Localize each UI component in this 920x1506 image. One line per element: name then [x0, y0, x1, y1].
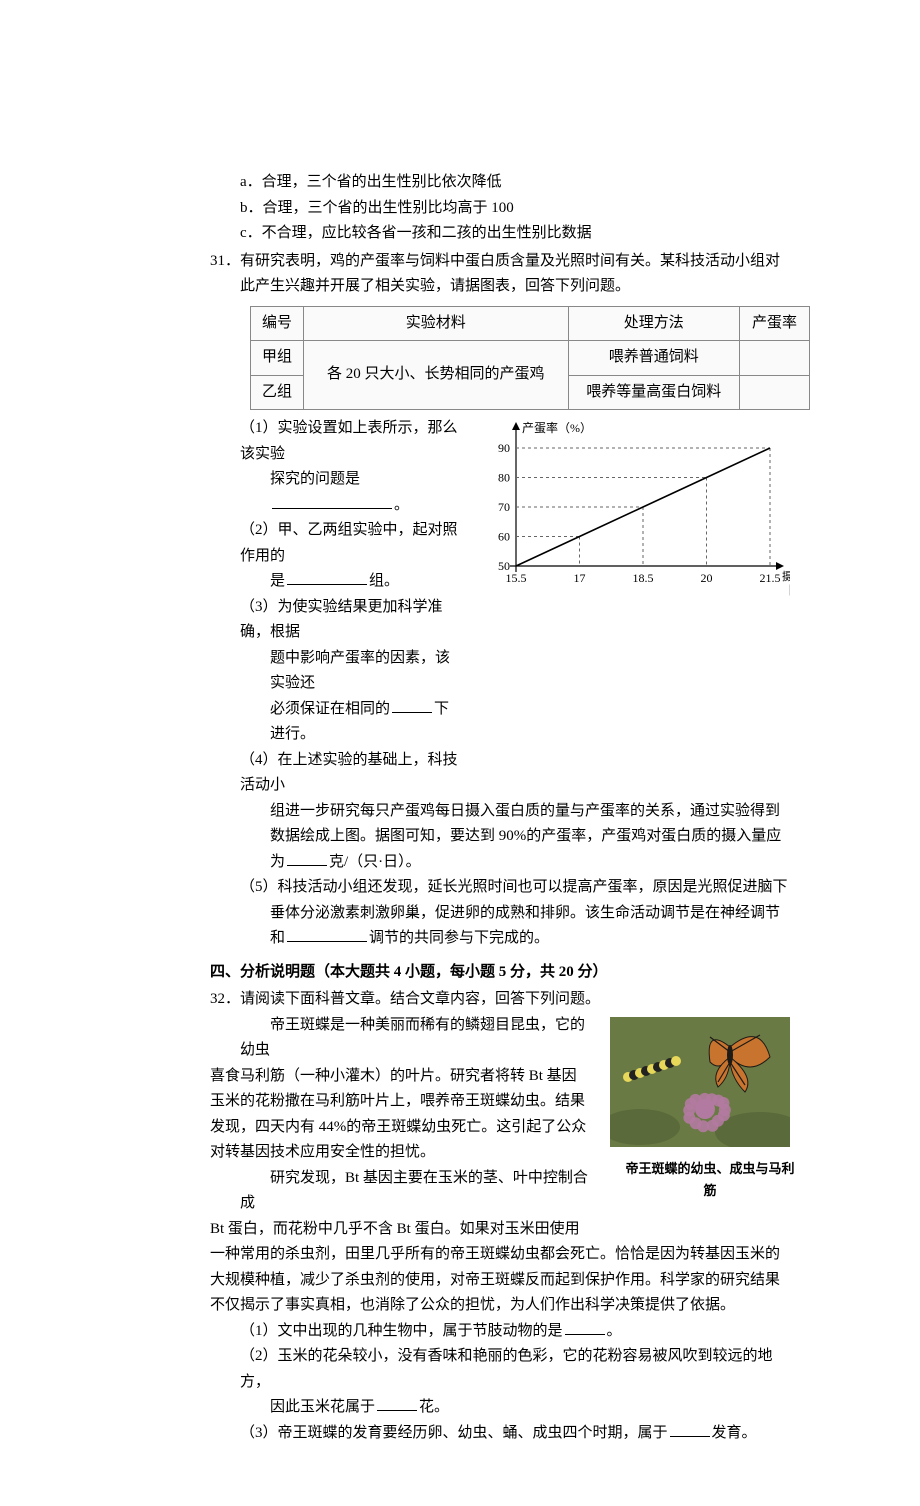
svg-text:70: 70 — [498, 500, 510, 514]
blank-question — [272, 494, 392, 509]
q31-s2-l2-pre: 是 — [270, 573, 285, 589]
q31-s1-l2: 探究的问题是。 — [210, 467, 460, 518]
q31-s4-l1: （4）在上述实验的基础上，科技活动小 — [210, 748, 460, 799]
svg-text:［克/（只·日）］: ［克/（只·日）］ — [782, 584, 790, 597]
q31-chart-col: 产蛋率（%）506070809015.51718.52021.5摄入蛋白质的量［… — [470, 416, 800, 799]
q31-s1-l2-post: 。 — [394, 497, 409, 513]
q31-s5-l1: （5）科技活动小组还发现，延长光照时间也可以提高产蛋率，原因是光照促进脑下 — [210, 875, 800, 901]
q30-option-a: a．合理，三个省的出生性别比依次降低 — [210, 170, 800, 196]
q32-p2-l2: Bt 蛋白，而花粉中几乎不含 Bt 蛋白。如果对玉米田使用 — [210, 1217, 800, 1243]
svg-text:80: 80 — [498, 471, 510, 485]
svg-text:18.5: 18.5 — [633, 571, 654, 585]
section4-heading: 四、分析说明题（本大题共 4 小题，每小题 5 分，共 20 分） — [210, 960, 800, 986]
svg-text:21.5: 21.5 — [760, 571, 781, 585]
q31-s2-l2: 是 组。 — [210, 569, 460, 595]
q31-stem-l1: 有研究表明，鸡的产蛋率与饲料中蛋白质含量及光照时间有关。某科技活动小组对 — [240, 253, 780, 269]
th-method: 处理方法 — [568, 306, 739, 341]
q32-lead-text: 请阅读下面科普文章。结合文章内容，回答下列问题。 — [240, 991, 600, 1007]
q31-table-wrap: 编号 实验材料 处理方法 产蛋率 甲组 各 20 只大小、长势相同的产蛋鸡 喂养… — [210, 306, 800, 411]
q31-stem-l2: 此产生兴趣并开展了相关实验，请据图表，回答下列问题。 — [210, 274, 800, 300]
q31: 31．有研究表明，鸡的产蛋率与饲料中蛋白质含量及光照时间有关。某科技活动小组对 … — [210, 249, 800, 952]
page-root: a．合理，三个省的出生性别比依次降低 b．合理，三个省的出生性别比均高于 100… — [0, 0, 920, 1506]
q30-option-b: b．合理，三个省的出生性别比均高于 100 — [210, 196, 800, 222]
svg-text:90: 90 — [498, 441, 510, 455]
blank-regulation — [287, 928, 367, 943]
q30-option-c: c．不合理，应比较各省一孩和二孩的出生性别比数据 — [210, 221, 800, 247]
q32-s3: （3）帝王斑蝶的发育要经历卵、幼虫、蛹、成虫四个时期，属于 发育。 — [210, 1421, 800, 1447]
q32-s3-post: 发育。 — [712, 1425, 757, 1441]
q32-s1-pre: （1）文中出现的几种生物中，属于节肢动物的是 — [240, 1323, 563, 1339]
q32-p2-l5: 不仅揭示了事实真相，也消除了公众的担忧，为人们作出科学决策提供了依据。 — [210, 1293, 800, 1319]
q31-left: （1）实验设置如上表所示，那么该实验 探究的问题是。 （2）甲、乙两组实验中，起… — [210, 416, 460, 799]
q32-s2-l2: 因此玉米花属于 花。 — [210, 1395, 800, 1421]
q32-lead: 32．请阅读下面科普文章。结合文章内容，回答下列问题。 — [210, 987, 800, 1013]
svg-text:产蛋率（%）: 产蛋率（%） — [522, 420, 592, 435]
blank-flower — [377, 1397, 417, 1412]
q31-chart: 产蛋率（%）506070809015.51718.52021.5摄入蛋白质的量［… — [470, 416, 790, 606]
svg-text:摄入蛋白质的量: 摄入蛋白质的量 — [782, 569, 790, 583]
q32-photo-caption: 帝王斑蝶的幼虫、成虫与马利筋 — [620, 1158, 800, 1202]
q32: 32．请阅读下面科普文章。结合文章内容，回答下列问题。 帝王斑蝶的幼虫、成虫与马… — [210, 987, 800, 1446]
q31-s3-l3-pre: 必须保证在相同的 — [270, 701, 390, 717]
th-id: 编号 — [251, 306, 304, 341]
q32-s2-l2-post: 花。 — [419, 1399, 449, 1415]
q31-s4-l3: 数据绘成上图。据图可知，要达到 90%的产蛋率，产蛋鸡对蛋白质的摄入量应 — [210, 824, 800, 850]
table-header-row: 编号 实验材料 处理方法 产蛋率 — [251, 306, 810, 341]
cell-id-2: 乙组 — [251, 375, 304, 410]
q32-photo — [610, 1017, 790, 1147]
cell-material: 各 20 只大小、长势相同的产蛋鸡 — [304, 341, 569, 410]
cell-method-1: 喂养普通饲料 — [568, 341, 739, 376]
q32-s3-pre: （3）帝王斑蝶的发育要经历卵、幼虫、蛹、成虫四个时期，属于 — [240, 1425, 668, 1441]
q32-s2-l2-pre: 因此玉米花属于 — [270, 1399, 375, 1415]
q31-s3-l3: 必须保证在相同的下进行。 — [210, 697, 460, 748]
blank-group — [287, 571, 367, 586]
q32-num: 32． — [210, 991, 240, 1007]
svg-text:15.5: 15.5 — [506, 571, 527, 585]
svg-text:20: 20 — [701, 571, 713, 585]
q31-s1-l2-pre: 探究的问题是 — [270, 471, 360, 487]
svg-text:60: 60 — [498, 530, 510, 544]
q32-s1: （1）文中出现的几种生物中，属于节肢动物的是 。 — [210, 1319, 800, 1345]
q31-s2-l1: （2）甲、乙两组实验中，起对照作用的 — [210, 518, 460, 569]
q31-s5-l2: 垂体分泌激素刺激卵巢，促进卵的成熟和排卵。该生命活动调节是在神经调节 — [210, 901, 800, 927]
blank-development — [670, 1422, 710, 1437]
th-material: 实验材料 — [304, 306, 569, 341]
q31-stem: 31．有研究表明，鸡的产蛋率与饲料中蛋白质含量及光照时间有关。某科技活动小组对 — [210, 249, 800, 275]
q31-num: 31． — [210, 253, 240, 269]
q31-s5-l3-pre: 和 — [270, 930, 285, 946]
q31-s3-l1: （3）为使实验结果更加科学准确，根据 — [210, 595, 460, 646]
q32-s2-l1: （2）玉米的花朵较小，没有香味和艳丽的色彩，它的花粉容易被风吹到较远的地方， — [210, 1344, 800, 1395]
blank-condition — [392, 698, 432, 713]
th-rate: 产蛋率 — [740, 306, 810, 341]
q32-s1-post: 。 — [607, 1323, 622, 1339]
q31-s5-l3-post: 调节的共同参与下完成的。 — [369, 930, 549, 946]
q31-s4-l4: 为 克/（只·日）。 — [210, 850, 800, 876]
q32-p2-l3: 一种常用的杀虫剂，田里几乎所有的帝王斑蝶幼虫都会死亡。恰恰是因为转基因玉米的 — [210, 1242, 800, 1268]
blank-arthropod — [565, 1320, 605, 1335]
q32-photo-block: 帝王斑蝶的幼虫、成虫与马利筋 — [600, 1013, 800, 1203]
blank-grams — [287, 851, 327, 866]
cell-rate-1 — [740, 341, 810, 376]
q31-s1-l1: （1）实验设置如上表所示，那么该实验 — [210, 416, 460, 467]
q32-p2-l4: 大规模种植，减少了杀虫剂的使用，对帝王斑蝶反而起到保护作用。科学家的研究结果 — [210, 1268, 800, 1294]
q31-two-col: （1）实验设置如上表所示，那么该实验 探究的问题是。 （2）甲、乙两组实验中，起… — [210, 416, 800, 799]
q31-table: 编号 实验材料 处理方法 产蛋率 甲组 各 20 只大小、长势相同的产蛋鸡 喂养… — [250, 306, 810, 411]
q31-s4-l4-post: 克/（只·日）。 — [329, 854, 421, 870]
svg-text:17: 17 — [574, 571, 586, 585]
q31-s4-l4-pre: 为 — [270, 854, 285, 870]
q31-s3-l2: 题中影响产蛋率的因素，该实验还 — [210, 646, 460, 697]
q31-s4-l2: 组进一步研究每只产蛋鸡每日摄入蛋白质的量与产蛋率的关系，通过实验得到 — [210, 799, 800, 825]
cell-rate-2 — [740, 375, 810, 410]
cell-id-1: 甲组 — [251, 341, 304, 376]
q31-s2-l2-post: 组。 — [369, 573, 399, 589]
cell-method-2: 喂养等量高蛋白饲料 — [568, 375, 739, 410]
table-row: 甲组 各 20 只大小、长势相同的产蛋鸡 喂养普通饲料 — [251, 341, 810, 376]
q31-s5-l3: 和 调节的共同参与下完成的。 — [210, 926, 800, 952]
